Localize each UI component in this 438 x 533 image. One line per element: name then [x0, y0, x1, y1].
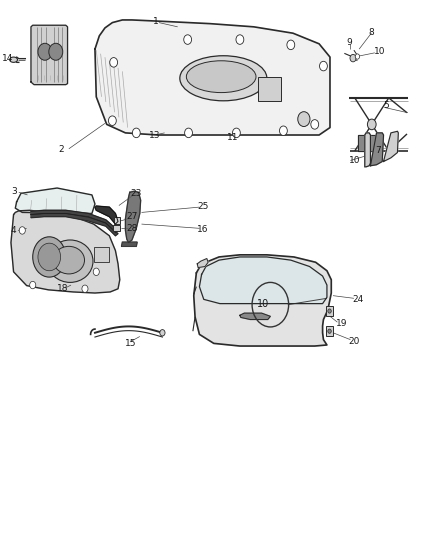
Polygon shape — [125, 191, 141, 243]
Text: 3: 3 — [11, 187, 17, 196]
Ellipse shape — [180, 56, 267, 101]
Circle shape — [19, 227, 25, 234]
Circle shape — [320, 61, 327, 71]
Text: 11: 11 — [227, 133, 238, 142]
Polygon shape — [365, 133, 371, 167]
Text: 15: 15 — [124, 339, 136, 348]
Polygon shape — [240, 313, 270, 319]
Circle shape — [132, 128, 140, 138]
Circle shape — [30, 281, 36, 289]
Text: 13: 13 — [149, 131, 161, 140]
Polygon shape — [384, 131, 398, 161]
FancyBboxPatch shape — [258, 77, 281, 101]
Text: 27: 27 — [126, 212, 137, 221]
Text: 23: 23 — [130, 189, 141, 198]
Circle shape — [328, 309, 331, 313]
Text: 18: 18 — [57, 284, 69, 293]
Text: 19: 19 — [336, 319, 347, 328]
Text: 28: 28 — [126, 224, 137, 233]
Text: 4: 4 — [11, 226, 17, 235]
Text: 20: 20 — [349, 337, 360, 346]
FancyBboxPatch shape — [113, 224, 120, 231]
FancyBboxPatch shape — [94, 247, 109, 262]
Ellipse shape — [10, 57, 18, 62]
Circle shape — [367, 119, 376, 130]
Circle shape — [185, 128, 192, 138]
Polygon shape — [371, 133, 384, 166]
Ellipse shape — [186, 61, 256, 93]
Polygon shape — [199, 257, 327, 304]
Text: 14: 14 — [2, 54, 14, 63]
Circle shape — [328, 329, 331, 333]
Circle shape — [110, 58, 117, 67]
Text: 10: 10 — [349, 156, 360, 165]
Circle shape — [38, 43, 52, 60]
Text: 5: 5 — [384, 101, 389, 110]
Circle shape — [355, 54, 360, 59]
Circle shape — [82, 285, 88, 293]
FancyBboxPatch shape — [326, 306, 332, 316]
Circle shape — [298, 112, 310, 126]
Circle shape — [93, 268, 99, 276]
Circle shape — [279, 126, 287, 135]
Polygon shape — [31, 211, 118, 236]
Polygon shape — [15, 188, 95, 214]
Circle shape — [49, 43, 63, 60]
Circle shape — [287, 40, 295, 50]
Ellipse shape — [53, 246, 85, 274]
Circle shape — [38, 243, 60, 271]
Circle shape — [236, 35, 244, 44]
Text: 10: 10 — [257, 298, 269, 309]
Polygon shape — [358, 135, 375, 151]
Circle shape — [311, 119, 319, 129]
Circle shape — [350, 54, 356, 62]
Polygon shape — [194, 255, 331, 346]
Polygon shape — [95, 20, 330, 135]
Polygon shape — [11, 211, 120, 293]
Circle shape — [233, 128, 240, 138]
Polygon shape — [31, 25, 67, 85]
Text: 8: 8 — [368, 28, 374, 37]
Circle shape — [160, 329, 165, 336]
Text: 10: 10 — [374, 47, 385, 56]
FancyBboxPatch shape — [114, 217, 120, 223]
FancyBboxPatch shape — [326, 326, 332, 336]
Circle shape — [109, 116, 116, 125]
Polygon shape — [121, 242, 137, 246]
Circle shape — [33, 237, 66, 277]
Text: 7: 7 — [376, 147, 381, 156]
Circle shape — [184, 35, 191, 44]
Text: 16: 16 — [197, 225, 209, 234]
Ellipse shape — [47, 240, 93, 282]
Polygon shape — [197, 259, 208, 268]
Polygon shape — [95, 206, 118, 224]
Text: 24: 24 — [352, 295, 364, 304]
Text: 2: 2 — [58, 146, 64, 155]
Text: 1: 1 — [153, 17, 159, 26]
Text: 9: 9 — [346, 38, 352, 47]
Text: 25: 25 — [197, 201, 208, 211]
